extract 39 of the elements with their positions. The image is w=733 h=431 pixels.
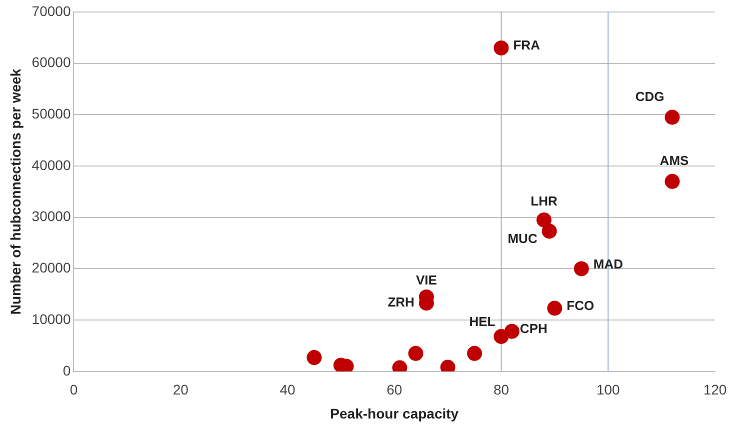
x-tick-label: 80 — [493, 382, 510, 398]
point — [306, 350, 322, 366]
y-tick-label: 0 — [62, 362, 71, 378]
x-tick-label: 40 — [280, 382, 296, 398]
y-tick-label: 20000 — [32, 260, 71, 276]
annotation: ZRH — [388, 294, 414, 310]
y-axis-title: Number of hubconnections per week — [7, 68, 24, 315]
annotation: MAD — [593, 256, 624, 272]
y-tick-label: 50000 — [32, 106, 71, 122]
point — [408, 346, 424, 361]
point — [338, 358, 354, 372]
x-tick-label: 120 — [703, 382, 727, 398]
point — [664, 174, 680, 189]
annotation: VIE — [416, 272, 438, 288]
y-tick-label: 40000 — [32, 156, 71, 173]
x-tick-label: 60 — [386, 382, 402, 398]
annotation: HEL — [469, 314, 496, 330]
point — [547, 300, 562, 316]
annotation: MUC — [508, 230, 538, 246]
point — [536, 212, 552, 228]
annotation: AMS — [660, 153, 690, 168]
annotation: LHR — [530, 194, 558, 209]
point — [494, 40, 509, 56]
annotation: CDG — [635, 88, 664, 104]
y-tick-label: 10000 — [32, 310, 71, 327]
annotation: CPH — [520, 320, 548, 336]
x-tick-label: 20 — [172, 382, 189, 398]
y-tick-label: 70000 — [32, 2, 71, 19]
y-tick-label: 30000 — [32, 208, 71, 224]
point — [664, 110, 680, 125]
annotation: FCO — [566, 298, 594, 313]
point — [467, 346, 482, 361]
y-tick-label: 60000 — [32, 54, 71, 70]
x-tick-label: 100 — [596, 382, 620, 398]
x-axis-title: Peak-hour capacity — [330, 405, 459, 422]
point — [504, 324, 520, 339]
point — [574, 261, 589, 276]
point — [542, 224, 557, 239]
annotation: FRA — [513, 38, 541, 53]
